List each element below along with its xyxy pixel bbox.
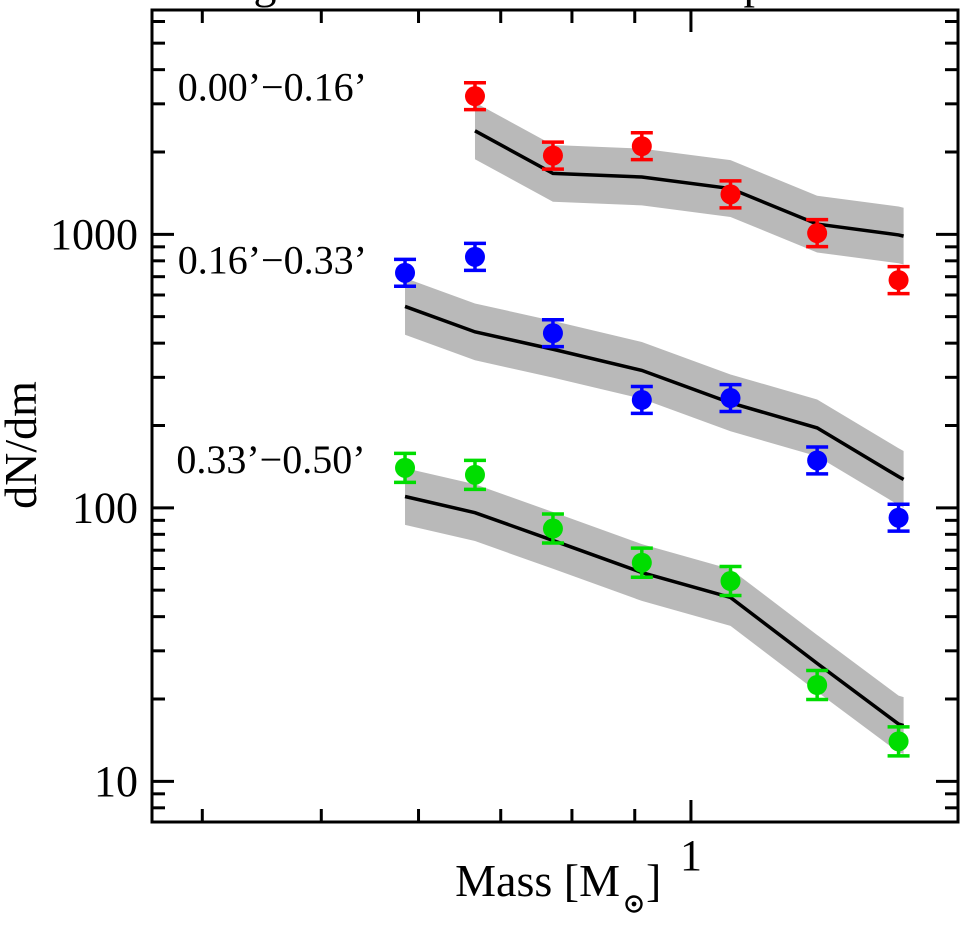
series-points-3 [394, 451, 910, 758]
partial-title-glyph-2: p [744, 0, 767, 8]
data-point [464, 86, 485, 107]
data-point [631, 552, 652, 573]
data-point [888, 507, 909, 528]
y-tick-label: 10 [94, 757, 138, 806]
y-tick-label: 100 [72, 483, 138, 532]
data-point [720, 184, 741, 205]
data-point [888, 731, 909, 752]
model-line-2 [404, 304, 905, 481]
legend-label-1: 0.00’−0.16’ [178, 64, 367, 109]
legend-label-2: 0.16’−0.33’ [178, 237, 367, 282]
model-confidence-band-2 [405, 278, 904, 508]
sun-symbol-dot-icon [631, 901, 637, 907]
data-point [631, 136, 652, 157]
plot-frame [150, 8, 960, 824]
data-point [464, 246, 485, 267]
x-axis-title-suffix: ] [646, 855, 661, 906]
data-point [888, 270, 909, 291]
data-point [807, 223, 828, 244]
sun-symbol-icon [625, 895, 643, 913]
x-axis-title-prefix: Mass [M [455, 855, 620, 906]
data-point [807, 450, 828, 471]
data-point [542, 518, 563, 539]
data-point [720, 571, 741, 592]
partial-title-glyph-1: g [254, 0, 277, 8]
model-confidence-band-3 [405, 468, 904, 754]
data-point [395, 457, 416, 478]
x-tick-label: 1 [680, 831, 702, 880]
data-point [542, 145, 563, 166]
data-point [542, 323, 563, 344]
series-points-2 [394, 241, 910, 533]
legend-label-3: 0.33’−0.50’ [176, 437, 365, 482]
series-points-1 [463, 80, 910, 296]
data-point [807, 674, 828, 695]
y-axis-title: dN/dm [0, 381, 46, 509]
y-tick-label: 1000 [50, 210, 138, 259]
model-line-3 [404, 494, 905, 728]
data-point [395, 262, 416, 283]
data-point [720, 388, 741, 409]
data-point [464, 464, 485, 485]
data-point [631, 389, 652, 410]
